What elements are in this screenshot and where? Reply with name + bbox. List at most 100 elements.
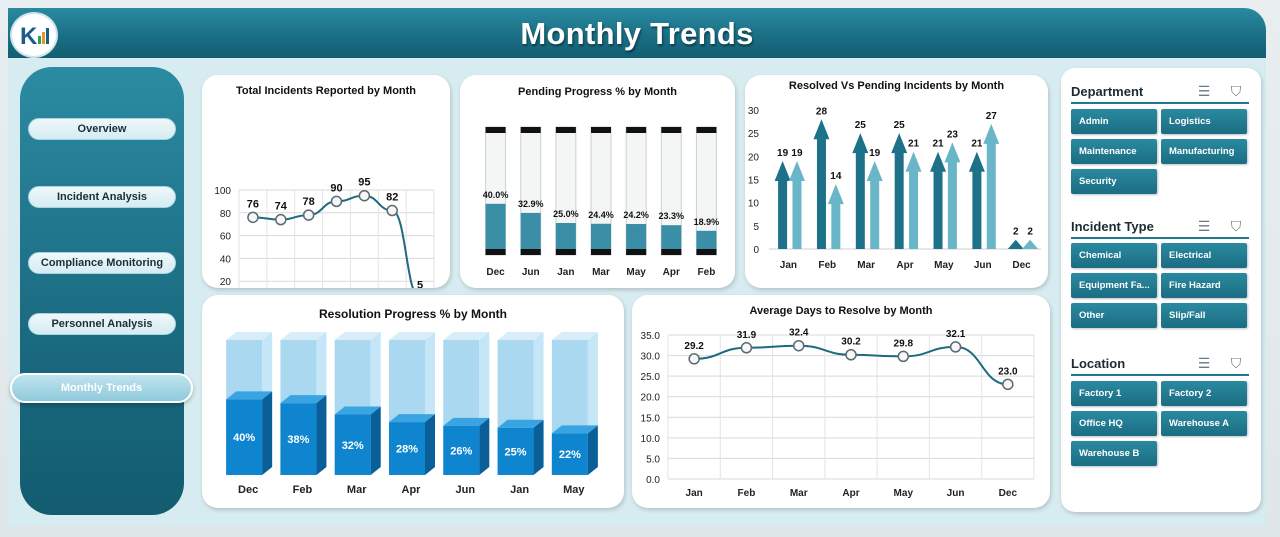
slicer-item-security[interactable]: Security bbox=[1071, 169, 1157, 194]
bar-side bbox=[316, 395, 327, 475]
data-point bbox=[330, 195, 343, 208]
data-label: 24.2% bbox=[623, 210, 649, 220]
data-point bbox=[740, 342, 753, 354]
arrow-bar bbox=[1022, 239, 1039, 249]
bar bbox=[485, 203, 506, 255]
data-label: 21 bbox=[971, 139, 983, 150]
slicer-item-chemical[interactable]: Chemical bbox=[1071, 243, 1157, 268]
data-label: 19 bbox=[777, 148, 789, 159]
slicer-item-office-hq[interactable]: Office HQ bbox=[1071, 411, 1157, 436]
bar-background-top bbox=[551, 332, 598, 340]
y-tick-label: 15.0 bbox=[641, 413, 661, 424]
x-tick-label: Dec bbox=[486, 267, 505, 278]
slicer-item-fire-hazard[interactable]: Fire Hazard bbox=[1161, 273, 1247, 298]
slicer-item-slip-fall[interactable]: Slip/Fall bbox=[1161, 303, 1247, 328]
data-point bbox=[302, 209, 315, 221]
nav-overview[interactable]: Overview bbox=[28, 118, 176, 140]
slicer-item-factory-1[interactable]: Factory 1 bbox=[1071, 381, 1157, 406]
slicer-item-admin[interactable]: Admin bbox=[1071, 109, 1157, 134]
bar-top bbox=[334, 406, 381, 415]
bar bbox=[696, 230, 717, 255]
slicer-item-factory-2[interactable]: Factory 2 bbox=[1161, 381, 1247, 406]
data-label: 40% bbox=[233, 432, 255, 444]
clear-filter-icon[interactable]: ⛉ bbox=[1230, 355, 1242, 371]
data-label: 14 bbox=[830, 171, 842, 182]
data-label: 32.1 bbox=[946, 329, 966, 340]
data-point bbox=[275, 213, 287, 226]
x-tick-label: Apr bbox=[402, 484, 422, 496]
bar-top bbox=[551, 425, 598, 434]
checklist-icon[interactable]: ☰ bbox=[1197, 218, 1211, 234]
bar-cap-bottom bbox=[555, 249, 576, 255]
x-tick-label: Jan bbox=[557, 267, 574, 278]
bar-cap-bottom bbox=[591, 249, 611, 255]
bar-cap-bottom bbox=[661, 249, 682, 255]
bar bbox=[626, 224, 647, 255]
arrow-bar bbox=[788, 160, 805, 249]
nav-compliance-monitoring[interactable]: Compliance Monitoring bbox=[28, 252, 176, 274]
x-tick-label: Feb bbox=[293, 484, 313, 496]
checklist-icon[interactable]: ☰ bbox=[1197, 83, 1211, 99]
slicer-item-electrical[interactable]: Electrical bbox=[1161, 243, 1247, 268]
data-label: 74 bbox=[275, 201, 288, 213]
y-tick-label: 0.0 bbox=[646, 475, 660, 486]
checklist-icon[interactable]: ☰ bbox=[1197, 355, 1211, 371]
bar-cap-top bbox=[626, 127, 647, 133]
y-tick-label: 100 bbox=[214, 186, 231, 197]
bar bbox=[334, 414, 371, 475]
arrow-bar bbox=[968, 151, 985, 249]
sidebar bbox=[20, 67, 184, 515]
data-label: 28 bbox=[816, 106, 828, 117]
arrow-bar bbox=[944, 142, 961, 249]
slicer-item-warehouse-b[interactable]: Warehouse B bbox=[1071, 441, 1157, 466]
bar-top bbox=[389, 414, 435, 423]
slicer-item-warehouse-a[interactable]: Warehouse A bbox=[1161, 411, 1247, 436]
data-point bbox=[792, 339, 805, 352]
x-tick-label: Jun bbox=[974, 260, 992, 271]
nav-label: Incident Analysis bbox=[56, 191, 148, 203]
data-label: 29.2 bbox=[684, 341, 704, 352]
data-label: 95 bbox=[358, 177, 370, 189]
nav-incident-analysis[interactable]: Incident Analysis bbox=[28, 186, 176, 208]
clear-filter-icon[interactable]: ⛉ bbox=[1230, 218, 1242, 234]
data-label: 76 bbox=[247, 198, 259, 210]
slicer-item-other[interactable]: Other bbox=[1071, 303, 1157, 328]
x-tick-label: Jan bbox=[686, 488, 703, 499]
nav-personnel-analysis[interactable]: Personnel Analysis bbox=[28, 313, 176, 335]
logo-icon: K bbox=[10, 12, 58, 58]
bar bbox=[443, 425, 480, 475]
y-tick-label: 30 bbox=[748, 106, 760, 117]
slicer-item-maintenance[interactable]: Maintenance bbox=[1071, 139, 1157, 164]
bar bbox=[226, 399, 263, 475]
x-tick-label: May bbox=[894, 488, 914, 499]
data-label: 23.0 bbox=[998, 366, 1018, 377]
data-label: 19 bbox=[869, 148, 881, 159]
bar-background-top bbox=[497, 332, 544, 340]
slicer-item-manufacturing[interactable]: Manufacturing bbox=[1161, 139, 1247, 164]
bar-background-top bbox=[226, 332, 273, 340]
x-tick-label: May bbox=[934, 260, 954, 271]
nav-monthly-trends[interactable]: Monthly Trends bbox=[10, 373, 193, 403]
bar-side bbox=[479, 417, 490, 475]
y-tick-label: 60 bbox=[220, 232, 232, 243]
chart-total-incidents: 02040608010076Jan74Feb78Mar90Apr95May82J… bbox=[214, 177, 435, 288]
x-tick-label: Jun bbox=[456, 484, 476, 496]
x-tick-label: Mar bbox=[592, 267, 610, 278]
arrow-bar bbox=[866, 160, 883, 249]
bar-cap-top bbox=[555, 127, 576, 133]
bar bbox=[591, 223, 611, 255]
slicer-header-department: Department ☰ ⛉ bbox=[1071, 80, 1249, 104]
y-tick-label: 25.0 bbox=[641, 372, 661, 383]
clear-filter-icon[interactable]: ⛉ bbox=[1230, 83, 1242, 99]
slicer-item-logistics[interactable]: Logistics bbox=[1161, 109, 1247, 134]
nav-label: Compliance Monitoring bbox=[40, 257, 164, 269]
bar-side bbox=[425, 414, 435, 475]
card-pending-progress: Pending Progress % by Month 40.0% Dec 32.9… bbox=[460, 75, 735, 288]
page-title: Monthly Trends bbox=[520, 16, 754, 51]
y-tick-label: 20.0 bbox=[641, 393, 661, 404]
slicer-item-equipment-failure[interactable]: Equipment Fa... bbox=[1071, 273, 1157, 298]
bar-side bbox=[587, 425, 598, 475]
nav-label: Personnel Analysis bbox=[51, 318, 153, 330]
nav-label: Overview bbox=[77, 123, 127, 135]
data-point bbox=[949, 341, 962, 353]
